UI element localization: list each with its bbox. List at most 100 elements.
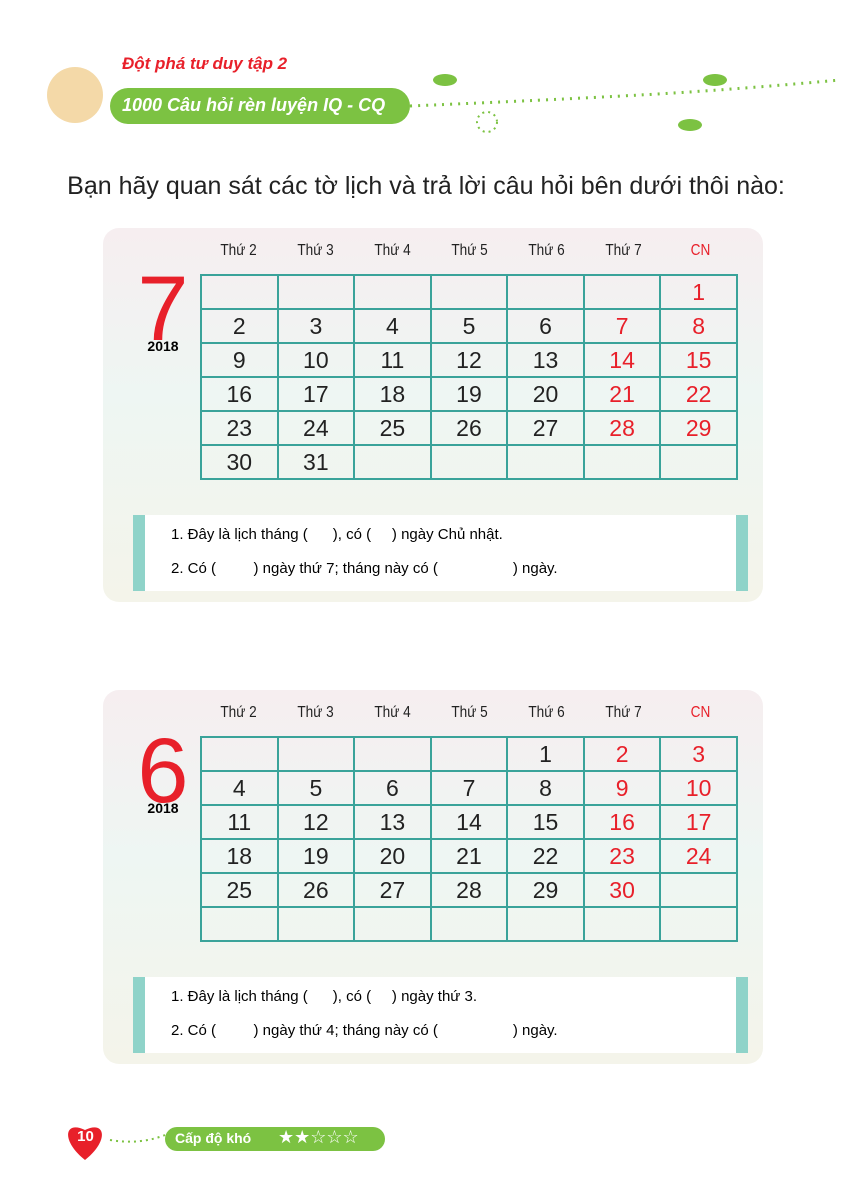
day-cell: 5 (429, 308, 509, 344)
weekday: Thứ 5 (451, 242, 488, 259)
day-cell: 11 (353, 342, 432, 378)
day-cell: 28 (582, 410, 662, 446)
day-cell (200, 274, 279, 310)
year: 2018 (147, 338, 179, 354)
calendar: 7 2018 Thứ 2 Thứ 3 Thứ 4 Thứ 5 Thứ 6 Thứ 7 CN 1 2 3… (103, 228, 763, 602)
day-cell: 12 (429, 342, 509, 378)
day-cell: 20 (353, 838, 432, 874)
day-cell: 15 (506, 804, 585, 840)
day-cell (659, 906, 738, 942)
header-decoration (47, 67, 841, 133)
day-cell: 31 (276, 444, 356, 480)
day-cell (506, 906, 585, 942)
day-cell (429, 736, 509, 772)
day-cell: 4 (200, 770, 279, 806)
day-cell (276, 736, 356, 772)
day-cell: 4 (353, 308, 432, 344)
day-cell (659, 872, 738, 908)
day-cell (429, 906, 509, 942)
weekday: Thứ 5 (451, 704, 488, 721)
day-cell: 19 (429, 376, 509, 412)
weekday: CN (690, 242, 711, 259)
question: 2. Có ( ) ngày thứ 7; tháng này có ( ) n… (171, 560, 558, 577)
day-cell (429, 444, 509, 480)
day-cell: 27 (506, 410, 585, 446)
day-cell: 12 (276, 804, 356, 840)
day-cell: 1 (506, 736, 585, 772)
day-cell: 26 (429, 410, 509, 446)
day-cell: 29 (659, 410, 738, 446)
weekday: Thứ 6 (528, 242, 565, 259)
day-cell: 21 (582, 376, 662, 412)
day-cell: 13 (506, 342, 585, 378)
weekday: Thứ 2 (220, 704, 257, 721)
calendar-grid: 1 2 3 4 5 6 7 8 9 10 11 12 13 14 15 16 17 18 19 20 21 22 23 24 2… (200, 274, 738, 480)
weekday: CN (690, 704, 711, 721)
question-box: 1. Đây là lịch tháng ( ), có ( ) ngày Ch… (133, 515, 748, 591)
day-cell: 16 (200, 376, 279, 412)
day-cell: 5 (276, 770, 356, 806)
day-cell: 22 (506, 838, 585, 874)
day-cell (582, 274, 662, 310)
day-cell: 14 (582, 342, 662, 378)
weekday: Thứ 2 (220, 242, 257, 259)
book-title: 1000 Câu hỏi rèn luyện IQ - CQ (122, 95, 386, 115)
day-cell: 16 (582, 804, 662, 840)
day-cell: 14 (429, 804, 509, 840)
week-row: 1 (200, 274, 738, 310)
day-cell: 11 (200, 804, 279, 840)
day-cell (200, 906, 279, 942)
day-cell: 8 (659, 308, 738, 344)
day-cell: 19 (276, 838, 356, 874)
day-cell: 3 (276, 308, 356, 344)
day-cell: 1 (659, 274, 738, 310)
day-cell (276, 906, 356, 942)
day-cell: 3 (659, 736, 738, 772)
day-cell: 9 (582, 770, 662, 806)
day-cell: 2 (200, 308, 279, 344)
day-cell (582, 906, 662, 942)
day-cell: 17 (276, 376, 356, 412)
week-row (200, 906, 738, 942)
weekday: Thứ 4 (374, 704, 411, 721)
series-title: Đột phá tư duy tập 2 (122, 54, 288, 73)
day-cell (200, 736, 279, 772)
day-cell: 25 (200, 872, 279, 908)
month-number: 7 (137, 258, 189, 360)
weekday: Thứ 6 (528, 704, 565, 721)
weekday: Thứ 3 (297, 704, 334, 721)
month-number: 6 (137, 720, 189, 822)
question: 2. Có ( ) ngày thứ 4; tháng này có ( ) n… (171, 1022, 558, 1039)
day-cell: 21 (429, 838, 509, 874)
day-cell: 23 (200, 410, 279, 446)
day-cell (353, 906, 432, 942)
day-cell: 18 (353, 376, 432, 412)
day-cell (506, 274, 585, 310)
day-cell (506, 444, 585, 480)
day-cell: 6 (506, 308, 585, 344)
day-cell: 24 (659, 838, 738, 874)
day-cell (353, 444, 432, 480)
week-row: 30 31 (200, 444, 738, 480)
day-cell: 8 (506, 770, 585, 806)
day-cell (582, 444, 662, 480)
day-cell: 10 (276, 342, 356, 378)
page-number: 10 (77, 1128, 94, 1145)
day-cell (353, 736, 432, 772)
day-cell: 10 (659, 770, 738, 806)
day-cell: 30 (200, 444, 279, 480)
day-cell: 27 (353, 872, 432, 908)
calendar-grid: 1 2 3 4 5 6 7 8 9 10 11 12 13 14 15 16 17 18 19 20 21 22 23 24 2… (200, 736, 738, 942)
weekday: Thứ 7 (605, 704, 642, 721)
week-row: 9 10 11 12 13 14 15 (200, 342, 738, 378)
day-cell: 9 (200, 342, 279, 378)
week-row: 23 24 25 26 27 28 29 (200, 410, 738, 446)
question: 1. Đây là lịch tháng ( ), có ( ) ngày th… (171, 988, 477, 1005)
day-cell: 6 (353, 770, 432, 806)
week-row: 25 26 27 28 29 30 (200, 872, 738, 908)
day-cell: 24 (276, 410, 356, 446)
day-cell: 15 (659, 342, 738, 378)
day-cell (353, 274, 432, 310)
year: 2018 (147, 800, 179, 816)
